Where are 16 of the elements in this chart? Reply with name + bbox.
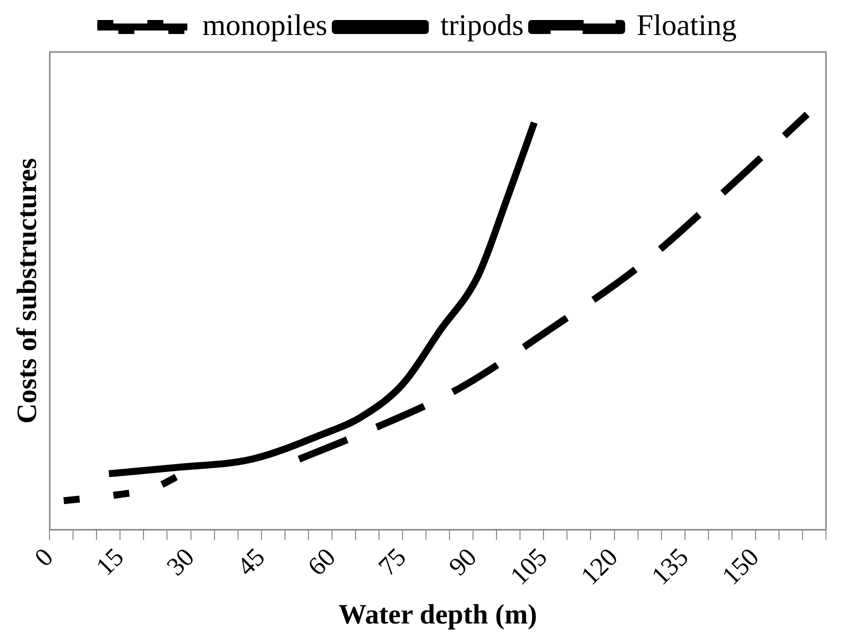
x-axis-title: Water depth (m) [338,599,538,630]
x-tick-label: 60 [302,542,341,582]
legend-label: monopiles [202,8,328,42]
y-axis-title: Costs of substructures [12,158,44,424]
x-tick-label: 150 [716,542,764,590]
x-tick-label: 15 [90,542,130,582]
x-tick-label: 135 [646,542,694,590]
x-tick-label: 105 [504,542,553,590]
legend-label: Floating [636,8,737,42]
x-tick-label: 0 [28,542,59,572]
x-tick-label: 120 [575,542,624,590]
legend-label: tripods [440,8,524,42]
x-tick-label: 90 [443,542,482,582]
x-tick-label: 30 [160,542,200,582]
x-tick-label: 45 [232,542,270,582]
x-tick-label: 75 [372,542,412,582]
